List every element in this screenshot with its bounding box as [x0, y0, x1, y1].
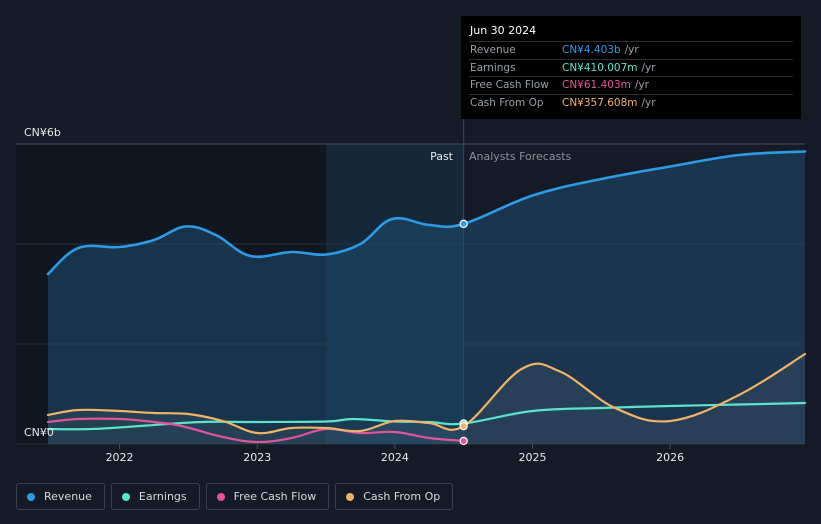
- x-axis: 2022 2023 2024 2025 2026: [106, 444, 684, 464]
- tooltip-row-cash-from-op: Cash From Op CN¥357.608m /yr: [469, 93, 793, 112]
- series-line-revenue: [46, 150, 807, 276]
- tooltip-label: Revenue: [470, 44, 516, 56]
- tooltip-row-earnings: Earnings CN¥410.007m /yr: [469, 58, 793, 77]
- x-tick-label: 2023: [243, 451, 271, 464]
- hover-marker-free-cash-flow: [459, 436, 468, 446]
- legend: Revenue Earnings Free Cash Flow Cash Fro…: [16, 483, 454, 510]
- legend-dot-icon: [216, 492, 225, 501]
- tooltip-unit: /yr: [641, 61, 656, 74]
- series-lines: [46, 150, 807, 444]
- x-tick-label: 2026: [656, 451, 684, 464]
- hover-marker-cash-from-op: [459, 421, 468, 431]
- tooltip-row-free-cash-flow: Free Cash Flow CN¥61.403m /yr: [469, 76, 793, 94]
- tooltip-value: CN¥4.403b: [562, 44, 621, 56]
- tooltip-label: Earnings: [470, 61, 516, 74]
- x-tick-label: 2024: [381, 451, 409, 464]
- legend-dot-icon: [121, 492, 130, 501]
- x-tick-label: 2025: [518, 451, 546, 464]
- tooltip-date: Jun 30 2024: [470, 24, 537, 37]
- forecast-label: Analysts Forecasts: [469, 150, 572, 163]
- tooltip-value: CN¥61.403m: [562, 79, 631, 91]
- tooltip-unit: /yr: [634, 79, 649, 91]
- legend-label: Earnings: [138, 490, 187, 503]
- legend-label: Free Cash Flow: [233, 490, 317, 503]
- tooltip-value: CN¥357.608m: [562, 96, 638, 109]
- tooltip-unit: /yr: [641, 96, 656, 109]
- legend-dot-icon: [27, 492, 35, 501]
- legend-item-revenue[interactable]: Revenue: [16, 483, 105, 510]
- tooltip-unit: /yr: [624, 44, 639, 56]
- series-fill-cash-from-op: [48, 354, 805, 444]
- y-axis-bottom-label: CN¥0: [24, 426, 54, 439]
- legend-label: Revenue: [44, 490, 92, 503]
- tooltip-label: Free Cash Flow: [470, 79, 549, 91]
- legend-item-free-cash-flow[interactable]: Free Cash Flow: [205, 483, 330, 510]
- tooltip-value: CN¥410.007m: [562, 61, 638, 74]
- legend-dot-icon: [346, 492, 355, 501]
- tooltip-row-revenue: Revenue CN¥4.403b /yr: [469, 41, 793, 59]
- hover-marker-revenue: [459, 219, 468, 229]
- x-tick-label: 2022: [106, 451, 134, 464]
- legend-item-cash-from-op[interactable]: Cash From Op: [335, 483, 454, 510]
- series-fill-revenue: [48, 151, 805, 444]
- legend-label: Cash From Op: [363, 490, 441, 503]
- tooltip-label: Cash From Op: [470, 96, 544, 109]
- past-label: Past: [430, 150, 454, 163]
- y-axis-top-label: CN¥6b: [24, 126, 61, 139]
- hover-markers: [459, 219, 468, 446]
- series-line-cash-from-op: [46, 352, 807, 435]
- legend-item-earnings[interactable]: Earnings: [110, 483, 200, 510]
- series-line-free-cash-flow: [46, 417, 465, 444]
- tooltip: Jun 30 2024 Revenue CN¥4.403b /yr Earnin…: [461, 16, 801, 119]
- series-fills: [48, 151, 805, 444]
